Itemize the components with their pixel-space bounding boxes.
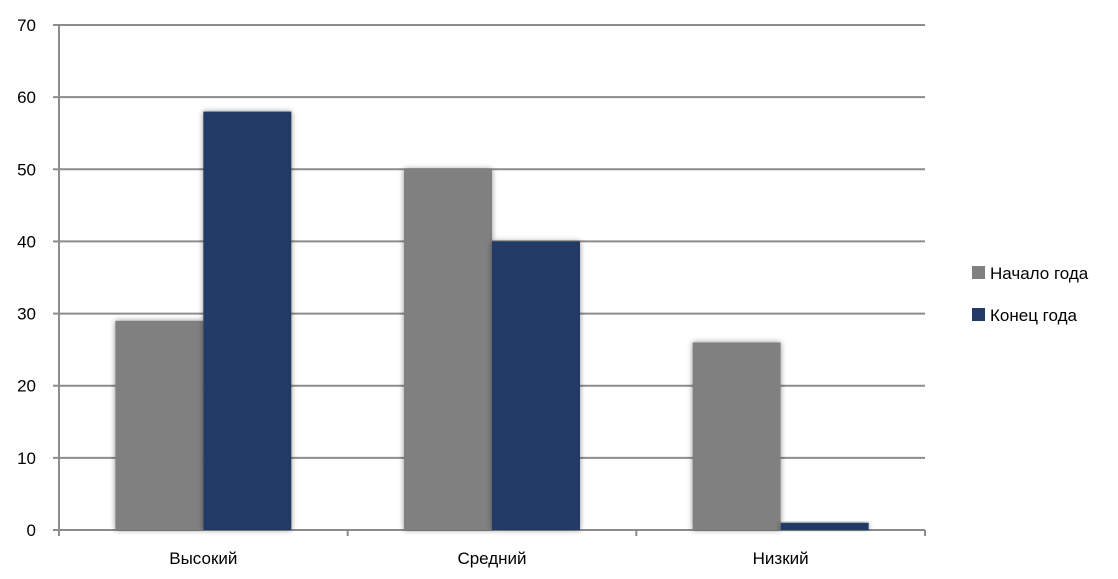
y-tick-label: 60: [17, 88, 36, 107]
y-tick-label: 50: [17, 160, 36, 179]
legend-swatch: [972, 308, 985, 321]
bar-end-2: [780, 522, 869, 530]
legend-label: Конец года: [990, 306, 1077, 325]
legend-swatch: [972, 266, 985, 279]
bar-end-1: [492, 241, 580, 530]
y-tick-label: 0: [27, 521, 36, 540]
x-tick-label: Низкий: [753, 549, 809, 568]
legend: Начало года Конец года: [972, 264, 1089, 325]
bar-start-2: [692, 342, 781, 530]
y-tick-label: 30: [17, 305, 36, 324]
y-tick-label: 10: [17, 449, 36, 468]
x-tick-label: Высокий: [169, 549, 237, 568]
legend-label: Начало года: [990, 264, 1089, 283]
bar-start-0: [115, 320, 204, 530]
bars: [115, 111, 869, 531]
y-tick-label: 20: [17, 377, 36, 396]
y-tick-label: 40: [17, 232, 36, 251]
bar-start-1: [404, 169, 492, 531]
tick-labels: 0 10 20 30 40 50 60 70 Высокий Средний Низкий: [17, 16, 809, 568]
x-tick-label: Средний: [457, 549, 526, 568]
bar-end-0: [203, 111, 292, 531]
y-tick-label: 70: [17, 16, 36, 35]
